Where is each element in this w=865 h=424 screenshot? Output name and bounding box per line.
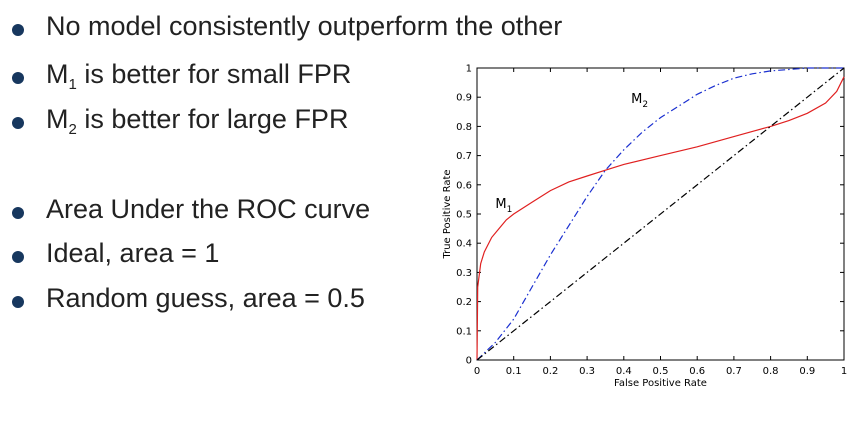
bullet-text: No model consistently outperform the oth… [46, 11, 563, 41]
y-tick-label: 0.9 [456, 93, 472, 104]
series-label-m1: M1 [495, 197, 512, 215]
y-tick-label: 0.4 [456, 239, 472, 250]
series-label-subscript: 1 [507, 205, 513, 215]
bullet-subscript: 2 [68, 121, 77, 138]
x-tick-label: 1 [841, 366, 847, 377]
x-axis-label: False Positive Rate [614, 378, 707, 389]
x-tick-label: 0.2 [542, 366, 558, 377]
x-tick-label: 0.6 [689, 366, 705, 377]
diagonal-reference-line [476, 67, 845, 361]
y-axis-label: True Positive Rate [442, 169, 453, 259]
x-tick-label: 0.4 [616, 366, 632, 377]
bullet-subscript: 1 [68, 76, 77, 93]
bullet-list: No model consistently outperform the oth… [12, 11, 562, 313]
roc-chart: 0 0.1 0.2 0.3 0.4 0.5 0.6 0.7 0.8 0.9 1 0 0.1 0.2 0.3 0… [442, 64, 847, 390]
series-label-m2: M2 [631, 92, 648, 110]
x-tick-label: 0.9 [799, 366, 815, 377]
y-tick-label: 0.3 [456, 268, 472, 279]
y-tick-label: 0.7 [456, 151, 472, 162]
series-label-subscript: 2 [642, 100, 648, 110]
bullet-text: M2 is better for large FPR [46, 104, 349, 138]
y-tick-label: 1 [466, 64, 472, 75]
y-tick-label: 0.2 [456, 297, 472, 308]
bullet-dot-icon [12, 117, 24, 129]
bullet-dot-icon [12, 251, 24, 263]
x-tick-label: 0 [474, 366, 480, 377]
y-tick-label: 0 [466, 356, 472, 367]
y-tick-label: 0.5 [456, 210, 472, 221]
x-tick-label: 0.8 [763, 366, 779, 377]
x-tick-label: 0.3 [579, 366, 595, 377]
x-tick-label: 0.1 [506, 366, 522, 377]
bullet-dot-icon [12, 72, 24, 84]
bullet-text: Ideal, area = 1 [46, 238, 220, 268]
y-tick-label: 0.6 [456, 180, 472, 191]
y-tick-label: 0.8 [456, 122, 472, 133]
bullet-dot-icon [12, 296, 24, 308]
x-tick-label: 0.7 [726, 366, 742, 377]
bullet-dot-icon [12, 207, 24, 219]
series-line-m1 [476, 76, 845, 361]
bullet-dot-icon [12, 24, 24, 36]
series-line-m2 [476, 67, 844, 361]
x-tick-label: 0.5 [653, 366, 669, 377]
bullet-text: M1 is better for small FPR [46, 59, 352, 93]
bullet-text: Random guess, area = 0.5 [46, 283, 365, 313]
bullet-text: Area Under the ROC curve [46, 194, 371, 224]
y-tick-label: 0.1 [456, 326, 472, 337]
